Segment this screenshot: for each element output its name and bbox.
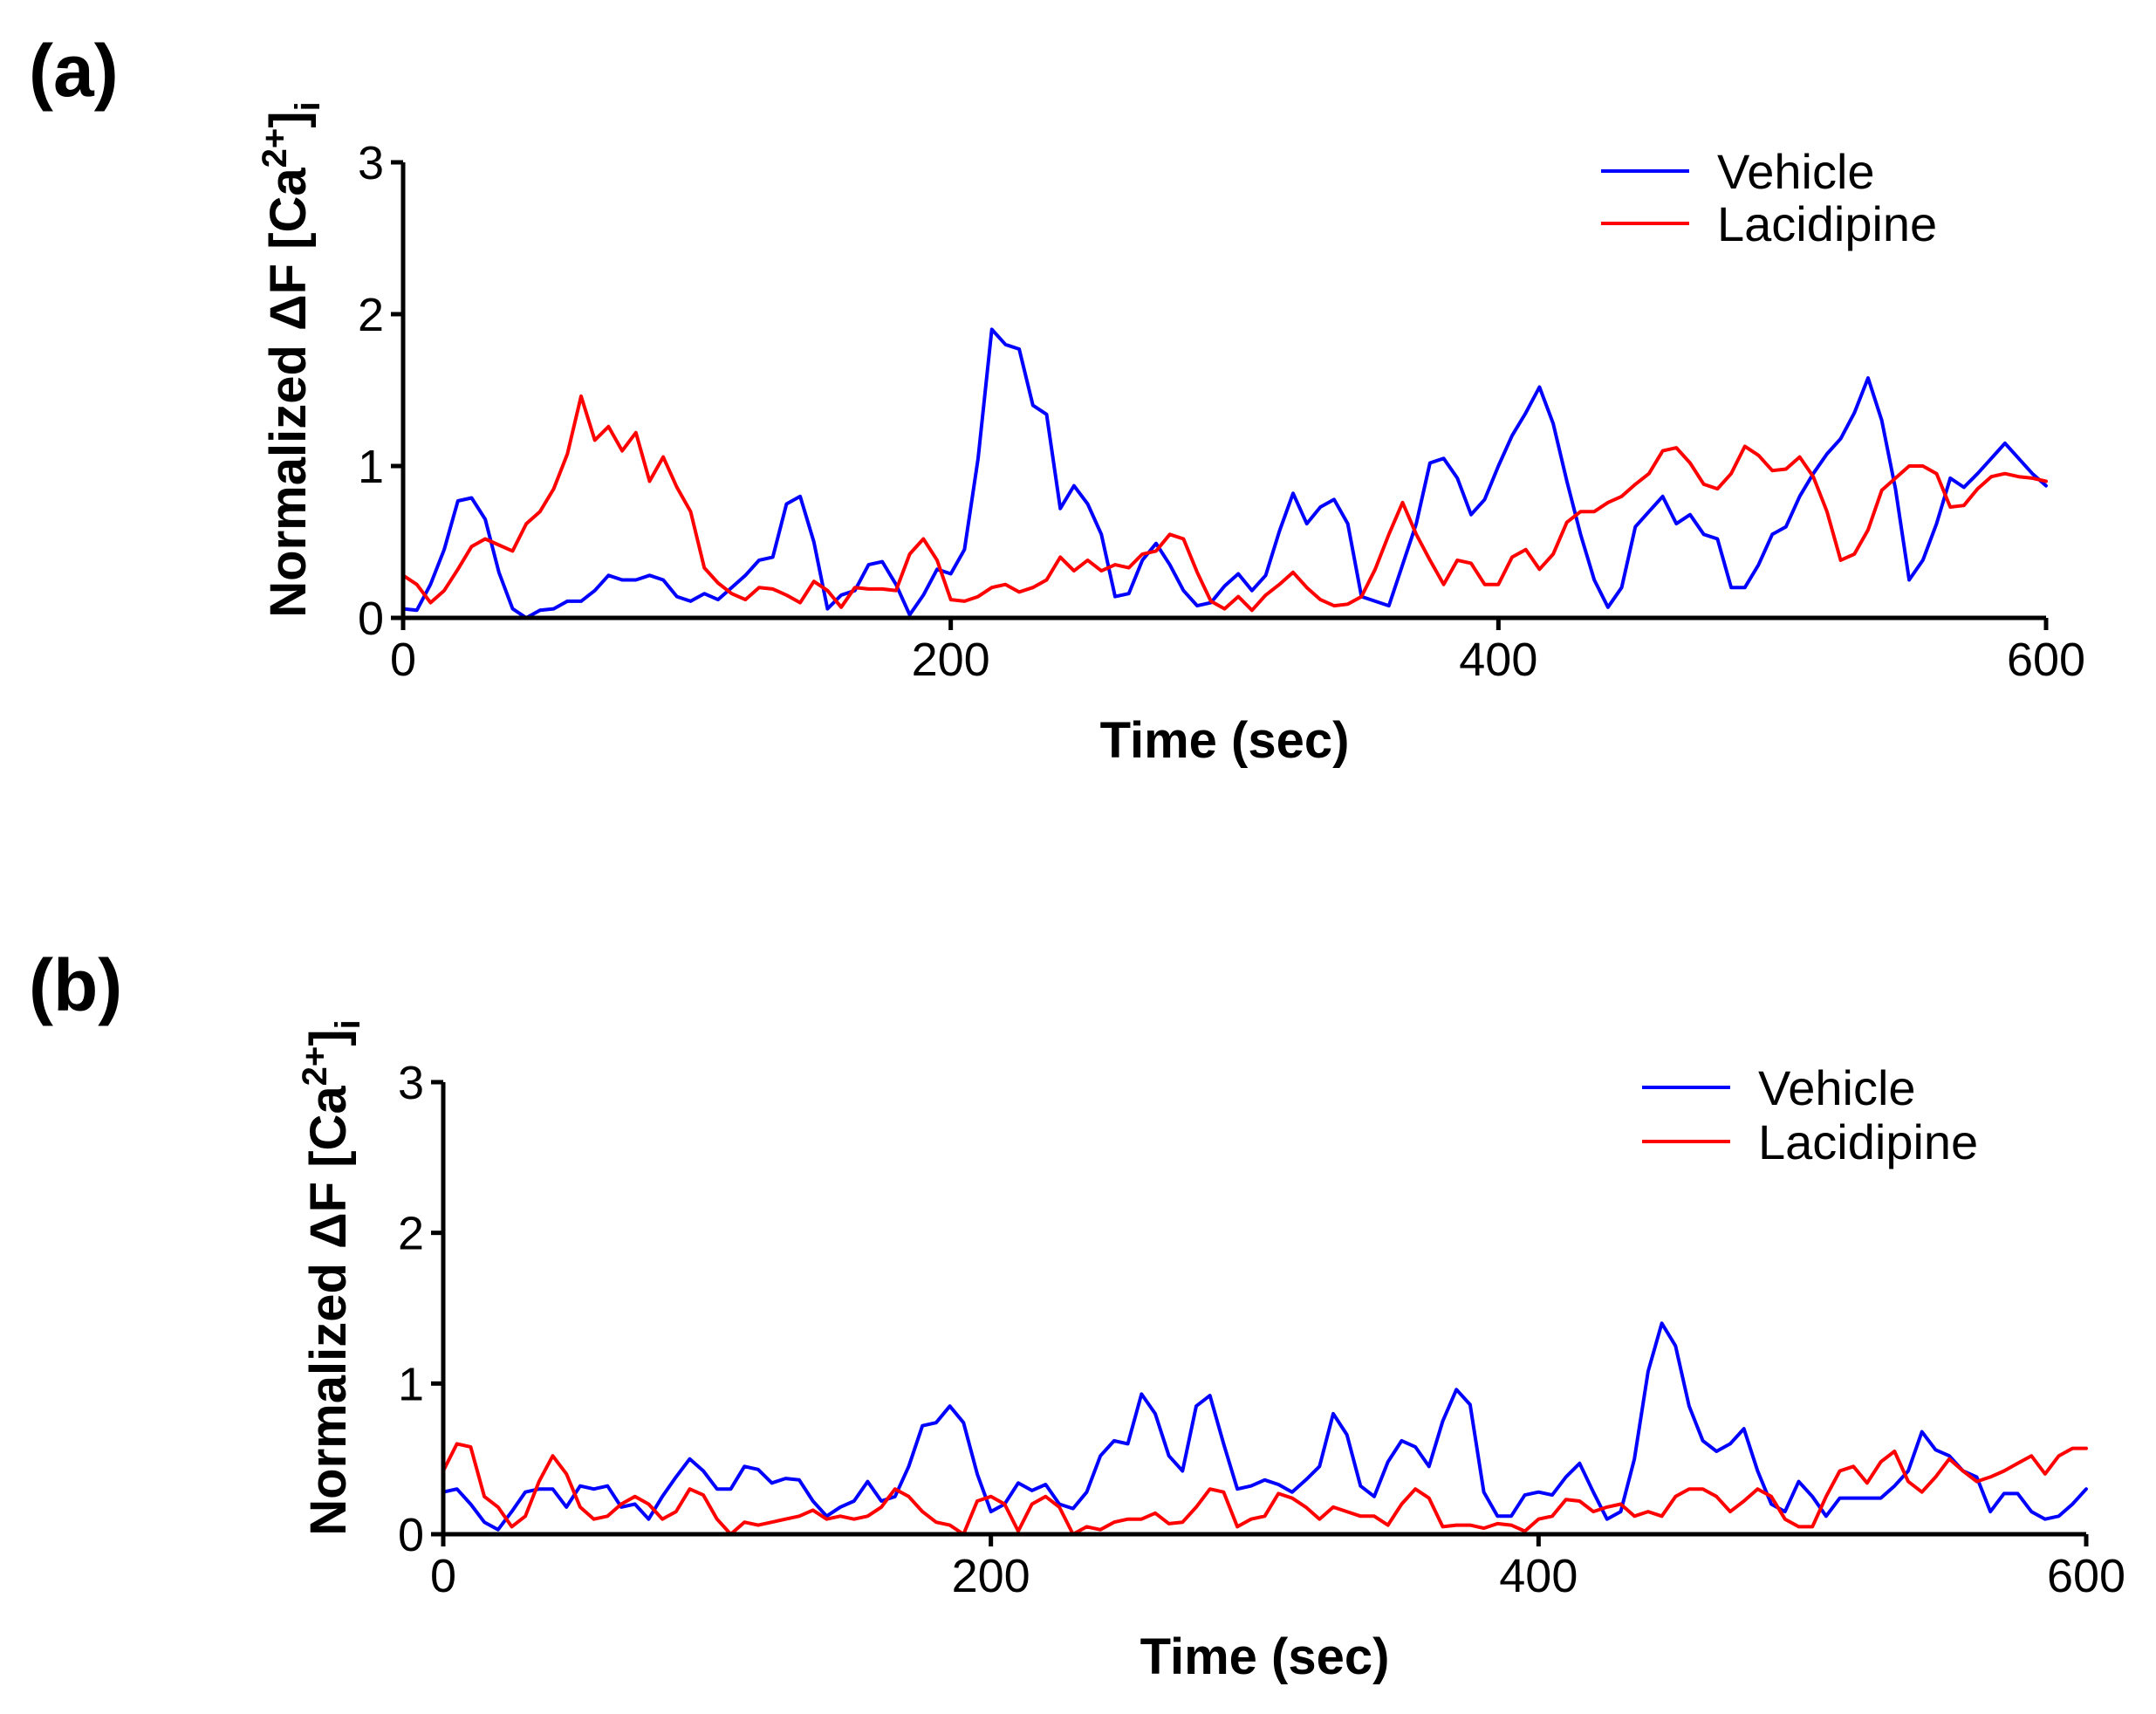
legend-label-vehicle: Vehicle	[1717, 144, 1875, 199]
series-line-lacidipine	[401, 394, 2048, 613]
x-tick-label: 600	[2007, 634, 2085, 686]
y-tick-label: 3	[398, 1057, 424, 1109]
panel-label: (b)	[29, 944, 122, 1026]
x-tick-label: 200	[952, 1550, 1030, 1602]
y-tick-label: 1	[398, 1358, 424, 1410]
x-tick-label: 600	[2047, 1550, 2125, 1602]
y-tick-label: 0	[358, 593, 384, 645]
x-tick-label: 0	[430, 1550, 456, 1602]
series-line-vehicle	[401, 327, 2048, 620]
x-tick-label: 200	[912, 634, 990, 686]
chart-panel-a: (a) 0 1 2 3 0 200 400 600 Time (sec) Normalized ΔF…	[29, 30, 2085, 769]
x-axis-title: Time (sec)	[1140, 1628, 1390, 1685]
panel-label: (a)	[29, 30, 119, 112]
series-line-lacidipine	[441, 1442, 2088, 1536]
legend-label-lacidipine: Lacidipine	[1758, 1114, 1978, 1169]
y-tick-label: 1	[358, 441, 384, 493]
y-tick-label: 0	[398, 1509, 424, 1561]
y-tick-label: 3	[358, 137, 384, 189]
x-tick-label: 400	[1459, 634, 1537, 686]
legend-label-vehicle: Vehicle	[1758, 1060, 1916, 1115]
x-axis-title: Time (sec)	[1100, 712, 1350, 769]
y-tick-label: 2	[358, 289, 384, 341]
legend-label-lacidipine: Lacidipine	[1717, 196, 1937, 251]
x-tick-label: 0	[390, 634, 416, 686]
y-tick-label: 2	[398, 1208, 424, 1260]
y-axis-title: Normalized ΔF [Ca2+]i	[296, 1019, 367, 1536]
chart-panel-b: (b) 0 1 2 3 0 200 400 600 Time (sec) Normalized ΔF…	[29, 944, 2125, 1685]
series-line-vehicle	[441, 1321, 2088, 1532]
y-axis-title: Normalized ΔF [Ca2+]i	[256, 101, 327, 618]
x-tick-label: 400	[1499, 1550, 1578, 1602]
